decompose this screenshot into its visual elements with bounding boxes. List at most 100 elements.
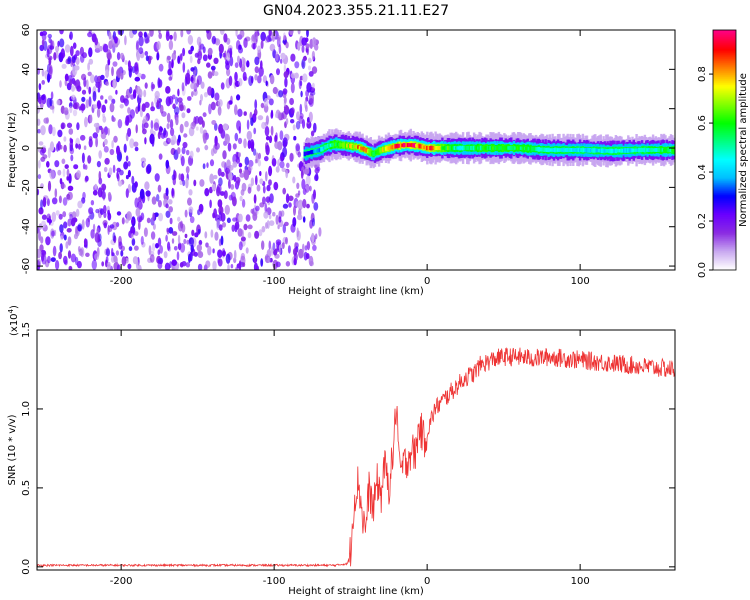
noise-blob (67, 57, 72, 65)
ridge-cell (499, 146, 502, 150)
ridge-cell (559, 148, 563, 152)
noise-blob (179, 243, 186, 253)
noise-blob (243, 37, 248, 49)
ridge-cell (515, 146, 518, 151)
noise-blob (308, 71, 314, 77)
noise-blob (125, 95, 129, 100)
colorbar-step (713, 204, 736, 207)
noise-blob (304, 99, 308, 110)
noise-blob (250, 208, 254, 214)
ridge-cell (459, 145, 462, 151)
noise-blob (76, 260, 82, 269)
ridge-cell (371, 151, 374, 156)
spectrogram-y-tick-label: 0 (21, 145, 32, 151)
noise-blob (166, 30, 170, 37)
noise-blob (269, 43, 276, 52)
ridge-cell (427, 146, 430, 150)
noise-blob (233, 174, 237, 182)
noise-blob (225, 62, 230, 70)
noise-blob (57, 40, 60, 48)
noise-blob (248, 159, 254, 168)
noise-blob (82, 52, 87, 59)
ridge-cell (413, 143, 417, 148)
noise-blob (63, 144, 67, 153)
noise-blob (168, 39, 174, 51)
noise-blob (54, 160, 60, 168)
ridge-cell (508, 146, 512, 150)
ridge-cell (338, 143, 341, 147)
ridge-cell (444, 145, 447, 151)
noise-blob (137, 264, 142, 270)
noise-blob (213, 57, 219, 64)
noise-blob (50, 257, 56, 262)
noise-blob (115, 89, 118, 95)
noise-blob (265, 135, 270, 141)
ridge-cell (437, 146, 440, 150)
colorbar-step (713, 234, 736, 237)
noise-blob (189, 55, 193, 64)
noise-blob (143, 227, 148, 237)
noise-blob (167, 68, 173, 76)
noise-blob (109, 224, 115, 229)
ridge-cell (638, 147, 641, 153)
noise-blob (254, 99, 258, 110)
noise-blob (75, 143, 79, 149)
spectrogram-y-axis-label: Frequency (Hz) (7, 112, 18, 188)
ridge-cell (377, 148, 381, 154)
noise-blob (183, 238, 187, 245)
ridge-cell (350, 143, 353, 149)
ridge-cell (306, 151, 309, 156)
noise-blob (145, 55, 149, 62)
spectrogram-panel: -200 -100 0 100 60 40 20 0 -20 -40 -60 Height of … (7, 24, 676, 297)
noise-blob (253, 194, 257, 204)
noise-blob (70, 154, 74, 162)
noise-blob (104, 99, 108, 104)
noise-blob (127, 263, 132, 270)
noise-blob (103, 205, 107, 214)
noise-blob (41, 80, 45, 85)
colorbar-step (713, 156, 736, 159)
noise-blob (124, 60, 128, 65)
noise-blob (214, 142, 220, 150)
noise-blob (112, 80, 116, 89)
ridge-cell (485, 145, 488, 151)
noise-blob (275, 214, 279, 225)
noise-blob (299, 103, 303, 115)
ridge-cell (324, 145, 327, 150)
colorbar-step (713, 182, 736, 185)
noise-blob (292, 176, 296, 184)
noise-blob (125, 174, 129, 180)
noise-blob (271, 158, 277, 167)
colorbar-step (713, 262, 736, 265)
noise-blob (152, 223, 156, 230)
colorbar-step (713, 158, 736, 161)
noise-blob (116, 52, 121, 61)
noise-blob (245, 214, 251, 222)
ridge-cell (479, 145, 483, 151)
ridge-cell (624, 148, 627, 153)
noise-blob (263, 104, 269, 113)
noise-blob (285, 118, 289, 125)
ridge-cell (310, 150, 313, 155)
noise-blob (268, 179, 272, 186)
ridge-cell (529, 146, 532, 151)
ridge-cell (393, 144, 396, 149)
ridge-cell (544, 147, 547, 152)
ridge-cell (504, 145, 507, 151)
noise-blob (290, 82, 295, 94)
noise-blob (94, 232, 100, 243)
ridge-cell (526, 146, 529, 151)
noise-blob (194, 232, 199, 238)
ridge-cell (540, 147, 543, 152)
colorbar-step (713, 86, 736, 89)
noise-blob (171, 238, 175, 244)
noise-blob (108, 167, 113, 176)
noise-blob (228, 75, 233, 87)
colorbar-step (713, 178, 736, 181)
ridge-cell (602, 148, 605, 153)
noise-blob (232, 161, 238, 168)
noise-blob (72, 42, 77, 49)
noise-blob (52, 126, 56, 137)
noise-blob (238, 162, 243, 168)
noise-blob (254, 175, 258, 186)
